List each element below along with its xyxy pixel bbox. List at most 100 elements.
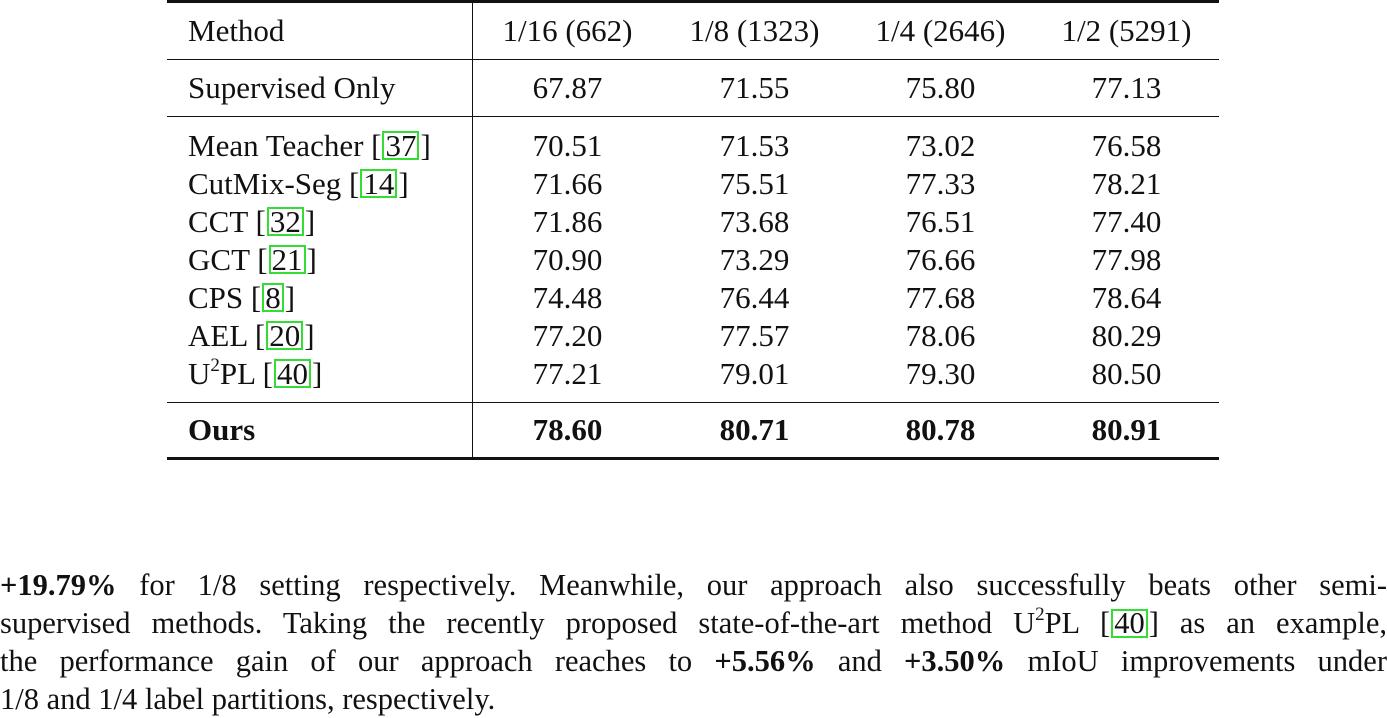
table-row: CutMix-Seg [14] 71.66 75.51 77.33 78.21 [167, 165, 1219, 203]
bracket: ] [304, 204, 316, 239]
table-row: GCT [21] 70.90 73.29 76.66 77.98 [167, 241, 1219, 279]
text-span: for 1/8 setting respectively. Meanwhile,… [116, 568, 1387, 602]
spacer-cell [472, 393, 662, 403]
table-row: Mean Teacher [37] 70.51 71.53 73.02 76.5… [167, 127, 1219, 165]
value-cell: 73.68 [719, 204, 790, 239]
paragraph-line: supervised methods. Taking the recently … [0, 604, 1387, 642]
text-span: the performance gain of our approach rea… [0, 644, 715, 678]
spacer-cell [473, 117, 663, 128]
value-cell: 80.78 [847, 402, 1034, 460]
method-name: U [188, 356, 211, 391]
value-cell: 77.98 [1091, 242, 1162, 277]
citation-link[interactable]: 40 [1111, 608, 1148, 638]
bold-number: +5.56% [714, 644, 816, 678]
method-cell: GCT [21] [167, 241, 473, 279]
method-name: GCT [ [188, 242, 268, 277]
method-name: CPS [ [188, 280, 262, 315]
paragraph-line: 1/8 and 1/4 label partitions, respective… [0, 680, 1387, 718]
paragraph-line: +19.79% for 1/8 setting respectively. Me… [0, 566, 1387, 604]
table-spacer [167, 116, 1219, 128]
value-cell: 70.90 [532, 242, 603, 277]
spacer-cell [167, 116, 473, 127]
bold-number: +19.79% [0, 568, 117, 602]
value-cell: 76.58 [1091, 128, 1162, 163]
method-cell: CCT [32] [167, 203, 473, 241]
method-cell: Ours [167, 402, 473, 460]
bracket: ] [304, 318, 315, 353]
bold-number: +3.50% [904, 644, 1006, 678]
value-cell: 76.51 [905, 204, 976, 239]
method-cell: CutMix-Seg [14] [167, 165, 473, 203]
superscript: 2 [1035, 603, 1045, 625]
value-cell: 77.68 [905, 280, 976, 315]
value-cell: 77.57 [719, 318, 790, 353]
spacer-cell [167, 393, 473, 403]
value-cell: 77.33 [905, 166, 976, 201]
header-col-4: 1/2 (5291) [1034, 0, 1219, 60]
spacer-cell [847, 393, 1034, 403]
value-cell: 74.48 [532, 280, 603, 315]
text-span: supervised methods. Taking the recently … [0, 606, 1036, 640]
table-row: U2PL [40] 77.21 79.01 79.30 80.50 [167, 355, 1219, 393]
value-cell: 77.21 [532, 356, 603, 391]
method-name: AEL [ [188, 318, 266, 353]
value-cell: 79.30 [905, 356, 976, 391]
citation-link[interactable]: 40 [274, 358, 311, 389]
bracket: ] [420, 128, 431, 163]
citation-link[interactable]: 8 [262, 282, 284, 313]
value-cell: 71.66 [532, 166, 603, 201]
value-cell: 79.01 [719, 356, 790, 391]
value-cell: 71.86 [532, 204, 603, 239]
spacer-cell [1034, 393, 1219, 403]
bracket: ] [312, 356, 323, 391]
value-cell: 77.40 [1091, 204, 1162, 239]
bracket: ] [398, 166, 409, 201]
header-col-2: 1/8 (1323) [662, 0, 847, 60]
value-cell: 71.55 [662, 59, 847, 117]
table-header-row: Method 1/16 (662) 1/8 (1323) 1/4 (2646) … [167, 0, 1219, 60]
value-cell: 67.87 [472, 59, 662, 117]
method-name: Mean Teacher [ [188, 128, 382, 163]
value-cell: 80.29 [1091, 318, 1162, 353]
value-cell: 71.53 [719, 128, 790, 163]
method-cell: AEL [20] [167, 317, 473, 355]
method-name: CutMix-Seg [ [188, 166, 360, 201]
paragraph-line: the performance gain of our approach rea… [0, 642, 1387, 680]
method-cell: CPS [8] [167, 279, 473, 317]
table-row: CPS [8] 74.48 76.44 77.68 78.64 [167, 279, 1219, 317]
body-paragraph: +19.79% for 1/8 setting respectively. Me… [0, 566, 1387, 718]
bracket: ] [306, 242, 317, 277]
citation-link[interactable]: 37 [382, 130, 420, 161]
spacer-cell [662, 117, 847, 128]
value-cell: 76.66 [905, 242, 976, 277]
text-span: 1/8 and 1/4 label partitions, respective… [0, 682, 496, 716]
method-cell: Supervised Only [167, 59, 473, 117]
value-cell: 78.64 [1091, 280, 1162, 315]
text-span: PL [ [1044, 606, 1111, 640]
method-cell: U2PL [40] [167, 355, 473, 393]
value-cell: 77.13 [1034, 59, 1219, 117]
spacer-cell [1034, 117, 1219, 128]
header-col-1: 1/16 (662) [472, 0, 662, 60]
table-row: CCT [32] 71.86 73.68 76.51 77.40 [167, 203, 1219, 241]
text-span: and [815, 644, 905, 678]
spacer-cell [847, 117, 1034, 128]
value-cell: 75.80 [847, 59, 1034, 117]
value-cell: 80.91 [1034, 402, 1219, 460]
value-cell: 80.71 [662, 402, 847, 460]
text-span: mIoU improvements under [1005, 644, 1387, 678]
value-cell: 76.44 [719, 280, 790, 315]
citation-link[interactable]: 20 [266, 320, 304, 351]
text-span: ] as an example, [1148, 606, 1387, 640]
table-row-ours: Ours 78.60 80.71 80.78 80.91 [167, 402, 1219, 460]
value-cell: 78.60 [472, 402, 662, 460]
method-name: CCT [ [188, 204, 266, 239]
superscript: 2 [210, 354, 220, 376]
citation-link[interactable]: 21 [268, 244, 306, 275]
value-cell: 78.06 [905, 318, 976, 353]
value-cell: 70.51 [532, 128, 603, 163]
results-table: Method 1/16 (662) 1/8 (1323) 1/4 (2646) … [167, 0, 1219, 460]
citation-link[interactable]: 32 [266, 206, 304, 237]
citation-link[interactable]: 14 [360, 168, 398, 199]
value-cell: 73.02 [905, 128, 976, 163]
